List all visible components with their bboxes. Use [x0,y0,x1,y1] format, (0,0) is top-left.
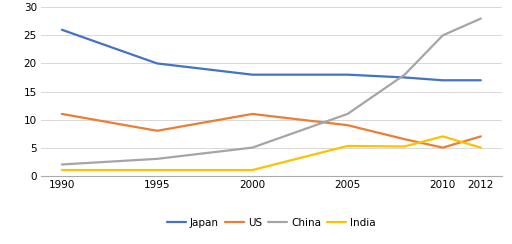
China [154,157,160,160]
Japan [401,76,408,79]
Line: Japan: Japan [62,30,481,80]
India [345,144,351,147]
China [401,73,408,76]
India [478,146,484,149]
US [59,112,65,115]
India [401,145,408,148]
India [249,169,255,172]
Legend: Japan, US, China, India: Japan, US, China, India [167,218,376,228]
India [440,135,446,138]
US [440,146,446,149]
China [345,112,351,115]
India [59,169,65,172]
Japan [345,73,351,76]
Japan [59,28,65,31]
China [478,17,484,20]
US [249,112,255,115]
Japan [440,79,446,82]
US [478,135,484,138]
Japan [154,62,160,65]
China [440,34,446,37]
China [249,146,255,149]
India [154,169,160,172]
Line: US: US [62,114,481,148]
US [345,124,351,127]
China [59,163,65,166]
Line: China: China [62,19,481,164]
US [401,138,408,141]
Japan [478,79,484,82]
Line: India: India [62,136,481,170]
Japan [249,73,255,76]
US [154,129,160,132]
